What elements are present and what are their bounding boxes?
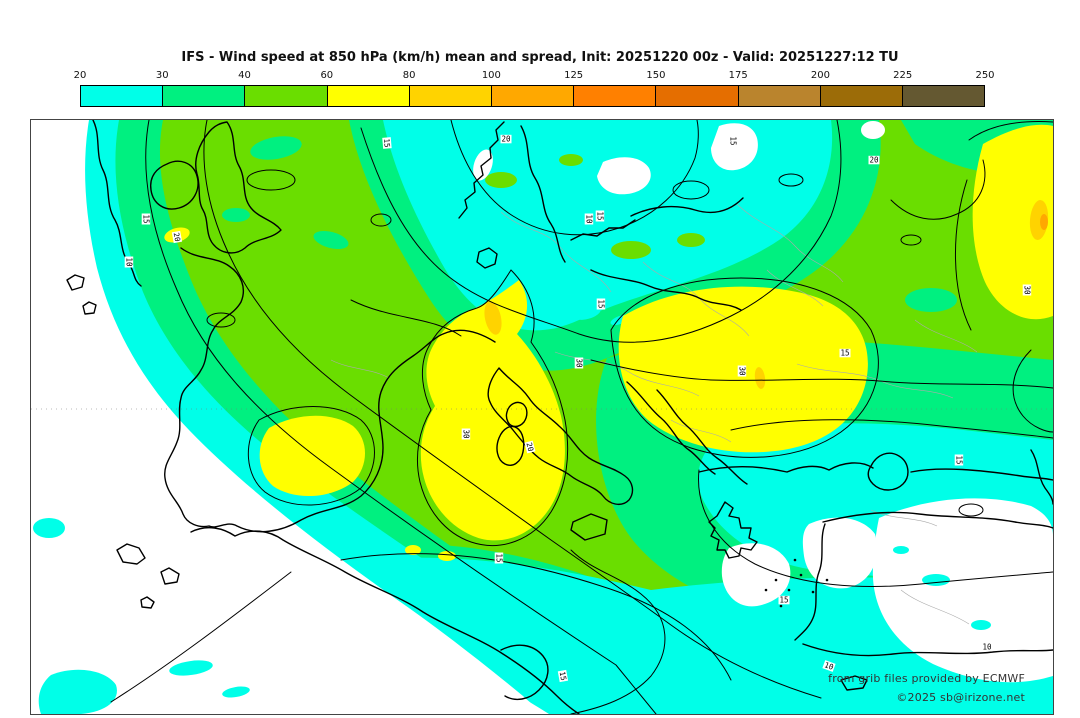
colorbar-tick-150: 150 <box>646 70 666 81</box>
contour-label: 10 <box>823 660 835 672</box>
colorbar-segment-40-60 <box>244 86 327 106</box>
contour-label: 20 <box>524 441 535 453</box>
gold-spots <box>484 200 1049 389</box>
contour-label: 15 <box>596 299 605 308</box>
contour-label: 20 <box>869 156 879 165</box>
cyan-lakes <box>33 518 991 714</box>
colorbar-tick-60: 60 <box>320 70 334 81</box>
contour-label: 15 <box>595 211 604 220</box>
contour-label: 15 <box>728 136 737 145</box>
orange-spot <box>1040 214 1048 230</box>
colorbar-tick-175: 175 <box>728 70 748 81</box>
contour-lines <box>110 120 1053 714</box>
contour-label: 15 <box>779 596 788 605</box>
contour-label: 15 <box>494 553 503 562</box>
contour-label: 30 <box>1022 285 1031 295</box>
colorbar-segment-125-150 <box>573 86 656 106</box>
contour-label: 15 <box>141 214 150 223</box>
colorbar-tick-200: 200 <box>810 70 830 81</box>
contour-label: 30 <box>737 366 746 376</box>
contour-label: 10 <box>982 643 992 652</box>
colorbar-segment-100-125 <box>490 86 574 106</box>
contour-labels: 15 20 10 15 20 10 15 15 15 20 30 30 30 2… <box>124 135 1031 683</box>
colorbar-segment-175-200 <box>737 86 820 106</box>
attribution-copyright: ©2025 sb@irizone.net <box>896 691 1025 704</box>
map-canvas: 15 20 10 15 20 10 15 15 15 20 30 30 30 2… <box>31 120 1053 714</box>
colorbar-segment-80-100 <box>408 86 491 106</box>
country-borders <box>330 203 978 625</box>
attribution-ecmwf: from grib files provided by ECMWF <box>828 672 1025 685</box>
contour-label: 15 <box>382 138 392 148</box>
colorbar-tick-20: 20 <box>73 70 87 81</box>
contour-label: 15 <box>558 671 568 681</box>
yellow-regions <box>164 124 1053 561</box>
contour-label: 10 <box>124 257 133 267</box>
colorbar-segment-225-250 <box>901 86 985 106</box>
colorbar-tick-40: 40 <box>238 70 251 81</box>
green-islands <box>485 154 705 259</box>
colorbar-segment-30-40 <box>162 86 245 106</box>
island-dots <box>764 558 829 608</box>
map-title: IFS - Wind speed at 850 hPa (km/h) mean … <box>181 50 899 65</box>
colorbar-segment-150-175 <box>655 86 738 106</box>
white-regions <box>31 120 1053 714</box>
colorbar-tick-80: 80 <box>402 70 416 81</box>
colorbar-tick-225: 225 <box>893 70 913 81</box>
contour-label: 30 <box>461 429 470 439</box>
contour-label: 10 <box>584 214 593 224</box>
weather-map: 15 20 10 15 20 10 15 15 15 20 30 30 30 2… <box>30 119 1054 715</box>
colorbar-tick-30: 30 <box>155 70 169 81</box>
contour-label: 15 <box>954 455 963 464</box>
contour-label: 20 <box>172 232 183 243</box>
colorbar-segment-20-30 <box>81 86 163 106</box>
coastlines <box>66 120 1053 714</box>
contour-label: 30 <box>574 358 583 368</box>
colorbar-bar <box>80 85 985 107</box>
colorbar-tick-125: 125 <box>564 70 584 81</box>
colorbar-tick-250: 250 <box>975 70 995 81</box>
contour-label: 20 <box>501 135 511 144</box>
contour-label: 15 <box>840 349 849 358</box>
colorbar-tick-100: 100 <box>481 70 501 81</box>
colorbar-ticks: 20 30 40 60 80 100 125 150 175 200 225 250 <box>74 70 995 85</box>
colorbar-segment-60-80 <box>326 86 409 106</box>
colorbar-segment-200-225 <box>819 86 902 106</box>
colorbar: 20 30 40 60 80 100 125 150 175 200 225 250 <box>74 70 995 110</box>
